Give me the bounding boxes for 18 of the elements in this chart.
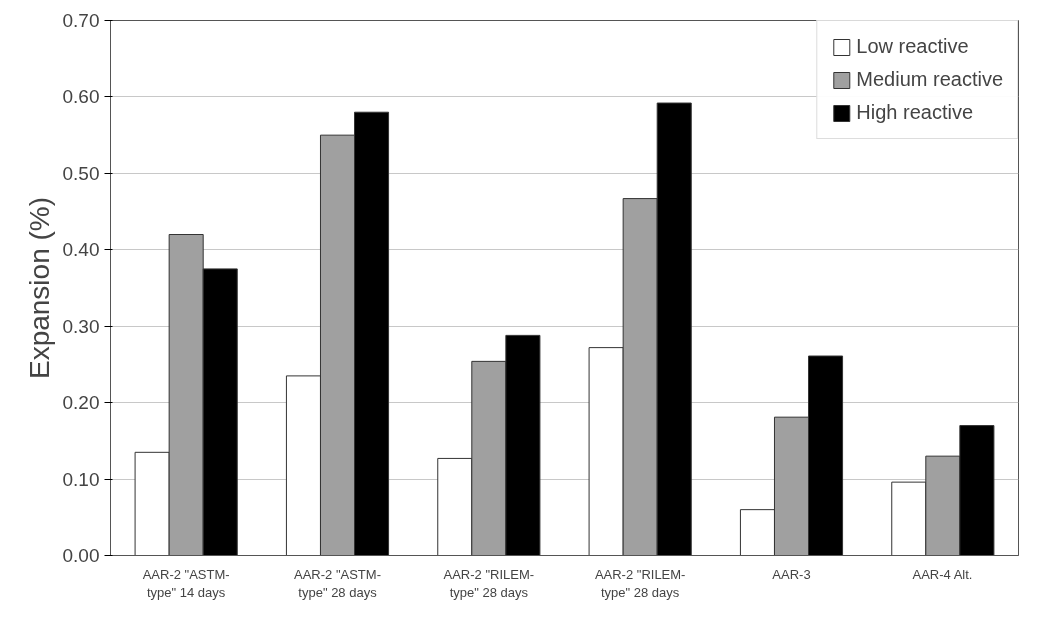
x-tick-label: AAR-3 bbox=[772, 566, 811, 582]
x-tick-label: AAR-2 "RILEM- type" 28 days bbox=[594, 566, 686, 600]
y-tick-label: 0.40 bbox=[62, 239, 100, 261]
x-tick-label: AAR-2 "ASTM- type" 28 days bbox=[294, 566, 381, 600]
y-tick-label: 0.10 bbox=[62, 468, 100, 490]
x-tick-label: AAR-2 "RILEM- type" 28 days bbox=[443, 566, 535, 600]
y-tick-label: 0.00 bbox=[62, 545, 100, 566]
y-tick-label: 0.70 bbox=[62, 10, 100, 31]
legend-label: Medium reactive bbox=[856, 68, 1003, 91]
legend-label: Low reactive bbox=[856, 35, 969, 58]
x-tick-label: AAR-4 Alt. bbox=[912, 566, 973, 582]
legend-label: High reactive bbox=[856, 101, 973, 124]
y-tick-label: 0.60 bbox=[62, 86, 100, 108]
y-tick-label: 0.30 bbox=[62, 315, 100, 337]
y-tick-label: 0.20 bbox=[62, 392, 100, 414]
y-axis-title: Expansion (%) bbox=[23, 196, 55, 380]
y-tick-label: 0.50 bbox=[62, 162, 100, 184]
x-tick-label: AAR-2 "ASTM- type" 14 days bbox=[142, 566, 230, 600]
